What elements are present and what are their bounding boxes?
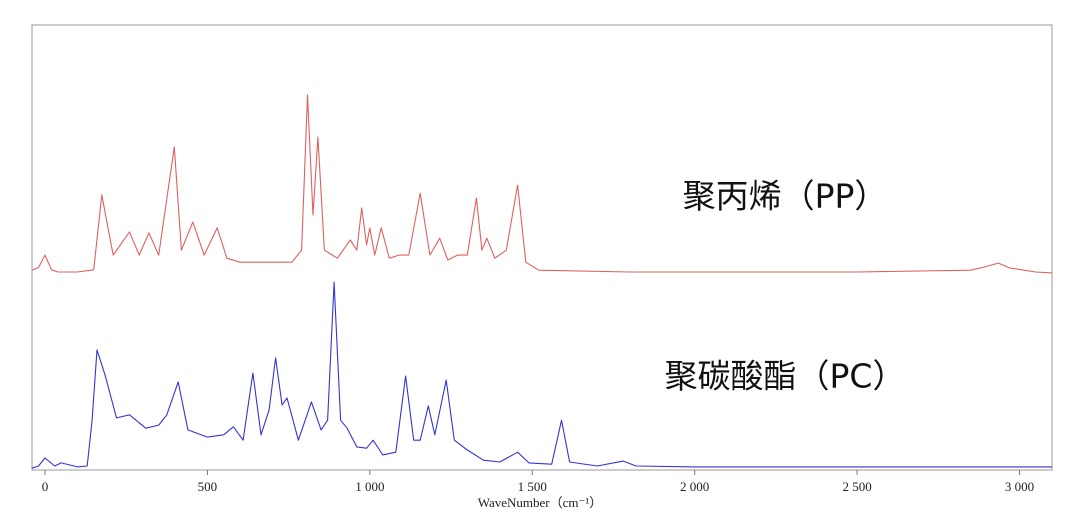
x-tick-label: 0 [42,479,49,494]
x-axis-label: WaveNumber（cm⁻¹） [478,495,603,510]
series-label: 聚碳酸酯（PC） [665,357,906,396]
x-tick-label: 1 500 [518,479,547,494]
x-tick-label: 500 [198,479,218,494]
x-tick-label: 2 000 [680,479,709,494]
x-tick-label: 3 000 [1005,479,1034,494]
spectrum-line [31,94,1053,274]
plot-frame [31,24,1053,471]
spectrum-line [31,281,1052,469]
x-tick-label: 2 500 [842,479,871,494]
series-label: 聚丙烯（PP） [683,177,888,216]
x-tick-label: 1 000 [355,479,384,494]
